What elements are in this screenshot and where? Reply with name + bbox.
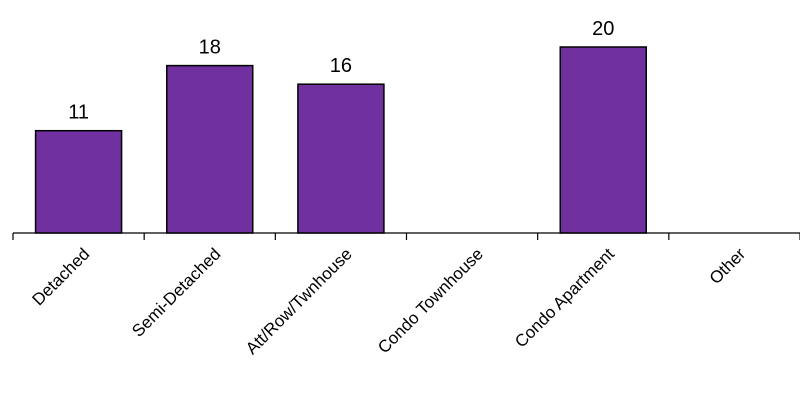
bar-detached [34,129,123,234]
category-label: Detached [29,244,94,309]
bar-semi-detached [166,64,254,234]
category-label: Condo Apartment [511,244,618,351]
category-label: Other [706,244,750,288]
bar-att-row-twnhouse [297,83,385,234]
bar-condo-apartment [559,46,647,234]
bar-value-label: 11 [68,102,89,124]
category-label: Att/Row/Twnhouse [242,244,356,358]
bar-value-label: 18 [199,37,221,59]
bar-value-label: 16 [330,55,352,77]
category-labels-group: Detached Semi-Detached Att/Row/Twnhouse Con… [29,244,750,358]
value-labels-group: 11 18 16 20 [68,18,614,124]
bars-group [34,46,647,234]
category-label: Condo Townhouse [374,244,487,357]
category-label: Semi-Detached [128,244,224,340]
x-axis-ticks [12,233,800,240]
bar-value-label: 20 [592,18,614,40]
